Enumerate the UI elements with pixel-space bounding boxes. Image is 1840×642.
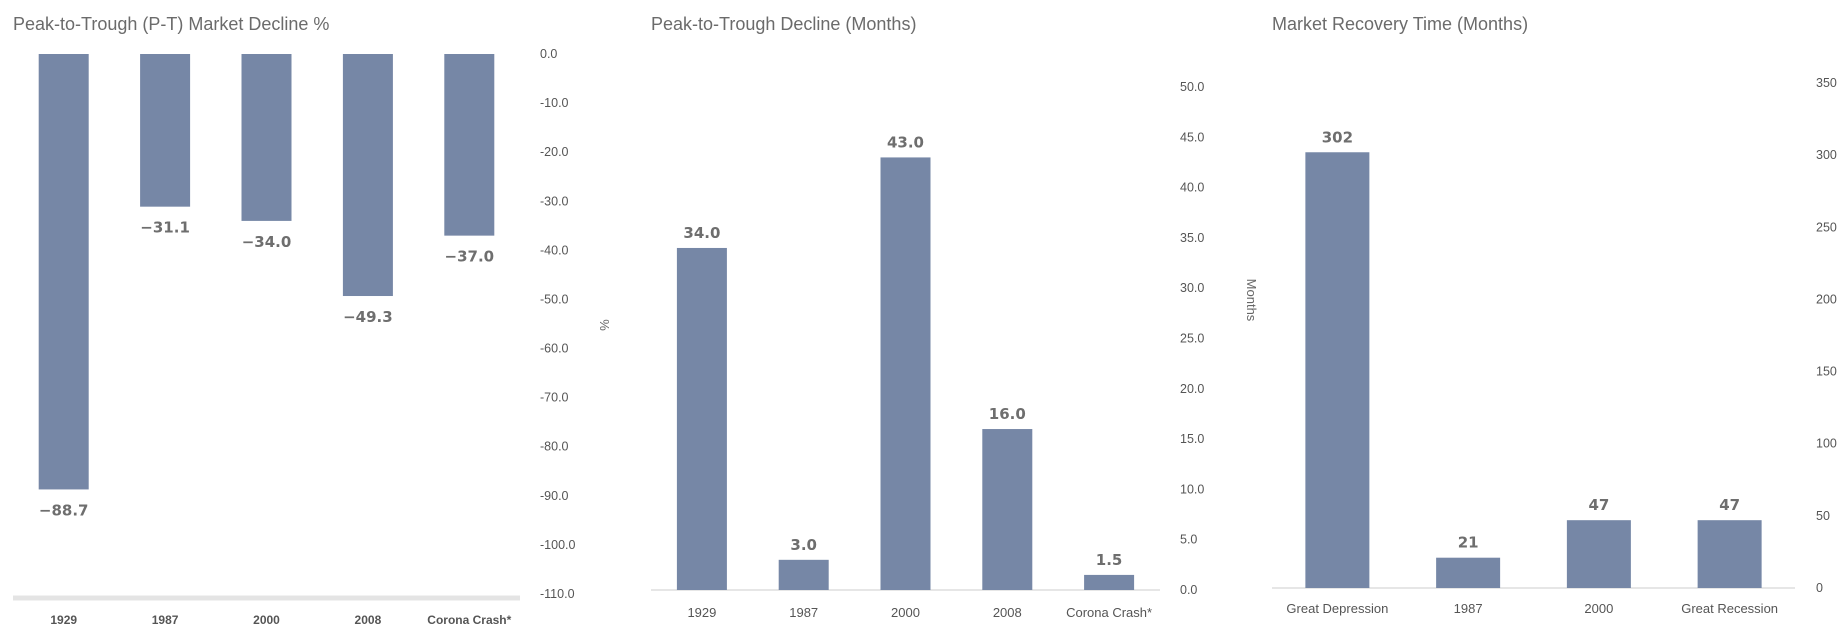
- x-tick-label: Corona Crash*: [427, 613, 511, 627]
- x-tick-label: Great Depression: [1286, 601, 1388, 616]
- data-label: 47: [1588, 496, 1609, 514]
- y-tick-label: 20.0: [1180, 382, 1204, 396]
- y-tick-label: 30.0: [1180, 281, 1204, 295]
- y-axis-title: Months: [1244, 279, 1259, 322]
- x-tick-label: Great Recession: [1681, 601, 1778, 616]
- data-label: 21: [1458, 534, 1479, 552]
- y-tick-label: 0: [1816, 581, 1823, 595]
- x-tick-label: Corona Crash*: [1066, 605, 1152, 620]
- chart-title: Market Recovery Time (Months): [1272, 14, 1529, 34]
- y-tick-label: -90.0: [540, 489, 569, 503]
- x-tick-label: 2000: [1584, 601, 1613, 616]
- chart-decline-percent: −88.7 1929 −31.1 1987 −34.0 2000 −49.3 2008 −37.…: [13, 47, 612, 627]
- y-tick-label: -30.0: [540, 194, 569, 208]
- y-tick-label: -100.0: [540, 538, 575, 552]
- y-tick-label: 300: [1816, 148, 1837, 162]
- x-tick-label: 1987: [789, 605, 818, 620]
- bar-2000: [1566, 520, 1631, 588]
- data-label: 3.0: [790, 536, 817, 554]
- bar-1987: [140, 54, 191, 207]
- bar-1987: [1436, 557, 1501, 588]
- y-tick-label: -80.0: [540, 440, 569, 454]
- y-tick-label: 250: [1816, 220, 1837, 234]
- data-label: −49.3: [343, 308, 393, 326]
- y-tick-label: 5.0: [1180, 533, 1197, 547]
- x-tick-label: 2008: [993, 605, 1022, 620]
- x-tick-label: 2000: [253, 613, 280, 627]
- data-label: 302: [1322, 128, 1353, 146]
- x-tick-label: 2008: [355, 613, 382, 627]
- y-tick-label: 150: [1816, 365, 1837, 379]
- chart-panel-decline-months: Peak-to-Trough Decline (Months) 34.0 1929…: [640, 0, 1260, 642]
- data-label: −88.7: [39, 501, 89, 519]
- y-tick-label: 100: [1816, 437, 1837, 451]
- bar-1929: [38, 54, 89, 490]
- data-label: 16.0: [989, 405, 1026, 423]
- y-tick-label: 25.0: [1180, 332, 1204, 346]
- data-label: −37.0: [445, 248, 495, 266]
- y-tick-label: 0.0: [1180, 583, 1197, 597]
- data-label: 47: [1719, 496, 1740, 514]
- bar-2000: [880, 157, 931, 591]
- y-tick-label: 10.0: [1180, 482, 1204, 496]
- y-tick-label: -60.0: [540, 342, 569, 356]
- chart-title: Peak-to-Trough (P-T) Market Decline %: [13, 14, 330, 34]
- bar-great-recession: [1697, 520, 1762, 588]
- chart-panel-recovery-time: Market Recovery Time (Months) 302 Great D…: [1260, 0, 1840, 642]
- y-tick-label: 15.0: [1180, 432, 1204, 446]
- chart-decline-months: 34.0 1929 3.0 1987 43.0 2000 16.0 2008 1.5 Corona…: [651, 80, 1259, 620]
- bar-1987: [778, 559, 829, 590]
- y-tick-label: -40.0: [540, 243, 569, 257]
- y-tick-label: 50.0: [1180, 80, 1204, 94]
- bar-1929: [676, 247, 727, 590]
- y-tick-label: -20.0: [540, 145, 569, 159]
- data-label: 1.5: [1096, 551, 1123, 569]
- y-axis-title: %: [597, 319, 612, 331]
- bar-corona-crash-: [1084, 574, 1135, 590]
- x-tick-label: 1987: [1454, 601, 1483, 616]
- data-label: 43.0: [887, 133, 924, 151]
- y-tick-label: 45.0: [1180, 130, 1204, 144]
- y-tick-label: 350: [1816, 76, 1837, 90]
- chart-panel-decline-percent: Peak-to-Trough (P-T) Market Decline % −8…: [0, 0, 620, 642]
- data-label: −31.1: [140, 219, 190, 237]
- y-tick-label: -10.0: [540, 96, 569, 110]
- bar-2000: [241, 54, 292, 221]
- y-tick-label: 200: [1816, 292, 1837, 306]
- x-tick-label: 1929: [50, 613, 77, 627]
- y-tick-label: -110.0: [540, 587, 575, 601]
- x-tick-label: 1987: [152, 613, 179, 627]
- bar-2008: [342, 54, 393, 297]
- bar-great-depression: [1305, 152, 1370, 588]
- y-tick-label: -50.0: [540, 292, 569, 306]
- y-tick-label: 0.0: [540, 47, 557, 61]
- x-tick-label: 2000: [891, 605, 920, 620]
- data-label: −34.0: [242, 233, 292, 251]
- bar-corona-crash-: [444, 54, 495, 236]
- data-label: 34.0: [683, 224, 720, 242]
- y-tick-label: 35.0: [1180, 231, 1204, 245]
- chart-title: Peak-to-Trough Decline (Months): [651, 14, 917, 34]
- y-tick-label: 40.0: [1180, 181, 1204, 195]
- y-tick-label: 50: [1816, 509, 1830, 523]
- y-tick-label: -70.0: [540, 391, 569, 405]
- bar-2008: [982, 429, 1033, 590]
- x-tick-label: 1929: [687, 605, 716, 620]
